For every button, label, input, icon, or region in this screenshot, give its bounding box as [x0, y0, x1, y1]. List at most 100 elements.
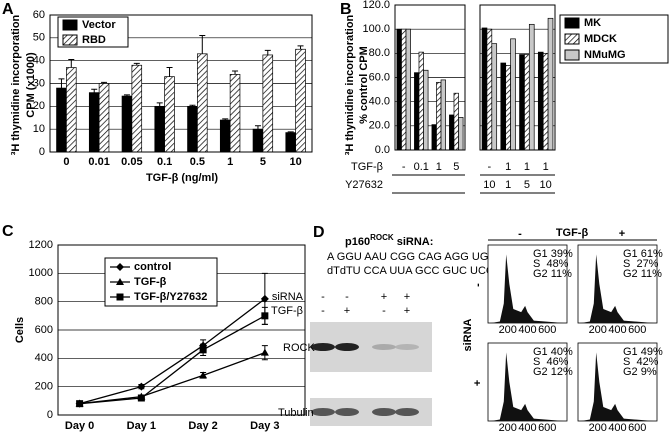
phase-stat: S 48% [533, 258, 569, 270]
legend-swatch [62, 34, 78, 46]
bar [219, 119, 231, 153]
legend-label: MDCK [584, 33, 617, 45]
bar [252, 128, 264, 153]
y-tick-label: 10 [33, 123, 45, 135]
bar [131, 64, 143, 153]
x-tick-label: 0.01 [88, 156, 109, 168]
marker [76, 400, 84, 408]
histogram-frame [577, 342, 658, 422]
column-title: TGF-β [556, 227, 589, 239]
y-axis-label: ³H thymidine incorporation [344, 14, 356, 155]
bar [66, 67, 77, 153]
title-part: p160 [345, 236, 370, 248]
phase-stat: G2 11% [533, 268, 572, 280]
y-tick-label: 40 [33, 55, 45, 67]
phase-stat: G2 12% [533, 366, 573, 378]
x-tick-label: 200 [499, 324, 517, 336]
error-bar [58, 78, 65, 89]
bar [396, 28, 402, 151]
marker [260, 294, 269, 303]
legend-swatch [62, 19, 78, 31]
bar [405, 28, 411, 151]
lane-label: - [345, 291, 349, 303]
x-tick-label: 0.5 [190, 156, 205, 168]
x-tick-label: 600 [628, 422, 646, 434]
bar [414, 72, 420, 151]
bar [458, 117, 464, 151]
legend-swatch [564, 49, 580, 61]
column-label: + [619, 228, 625, 240]
bar [88, 92, 100, 153]
x-axis-label: TGF-β (ng/ml) [146, 172, 218, 184]
bar [56, 87, 67, 153]
x-tick-label: 0.1 [157, 156, 172, 168]
bar [423, 69, 429, 151]
histogram [581, 254, 654, 323]
panel-label: B [340, 1, 352, 18]
plot-frame [394, 4, 466, 151]
bar [440, 79, 446, 151]
plot-frame [479, 4, 556, 151]
bar [547, 17, 554, 151]
lane-label: - [321, 291, 325, 303]
y-axis-label: % control CPM [358, 46, 370, 124]
error-bar [68, 59, 75, 68]
x-tick-label: 5 [453, 161, 459, 173]
phase-stat: S 46% [533, 356, 569, 368]
error-bar [156, 102, 163, 107]
bar [524, 54, 530, 151]
y-axis-label: Cells [14, 317, 26, 343]
x-tick-label: 10 [483, 179, 495, 191]
lane-label: - [321, 305, 325, 317]
bar [285, 132, 296, 153]
legend-label: control [134, 261, 171, 273]
marker [199, 371, 208, 379]
error-bar [166, 67, 173, 77]
x-tick-label: 10 [290, 156, 302, 168]
x-tick-label: 600 [538, 422, 556, 434]
bar [187, 105, 198, 153]
x-tick-label: 1 [524, 161, 530, 173]
error-bar [133, 62, 140, 66]
bar [449, 114, 455, 151]
y-tick-label: 200 [35, 381, 53, 393]
bar [229, 74, 241, 153]
y-tick-label: 120.0 [362, 0, 390, 11]
x-tick-label: 600 [538, 324, 556, 336]
row-label: Y27632 [345, 179, 383, 191]
x-tick-label: 400 [608, 422, 626, 434]
row-label: TGF-β [271, 305, 303, 317]
y-tick-label: 60.0 [369, 71, 390, 83]
x-tick-label: 400 [518, 324, 536, 336]
band [372, 344, 396, 350]
band [372, 408, 396, 416]
phase-stat: G1 39% [533, 248, 573, 260]
band [335, 408, 359, 416]
histogram [581, 352, 654, 421]
x-tick-label: 600 [628, 324, 646, 336]
histogram [491, 254, 564, 323]
x-tick-label: 1 [505, 161, 511, 173]
lane-label: + [404, 305, 410, 317]
marker [137, 382, 146, 391]
x-tick-label: - [402, 161, 406, 173]
band [335, 343, 359, 351]
row-label: TGF-β [351, 161, 383, 173]
y-tick-label: 1000 [29, 267, 53, 279]
line [79, 315, 266, 405]
phase-stat: S 27% [623, 258, 659, 270]
row-label: + [472, 380, 484, 386]
row-label: siRNA [272, 291, 304, 303]
phase-stat: S 42% [623, 356, 659, 368]
row-title: siRNA [462, 318, 474, 351]
panel-label: A [2, 1, 14, 18]
error-bar [91, 88, 98, 93]
error-bar [287, 131, 294, 133]
x-tick-label: 1 [227, 156, 233, 168]
bar [197, 53, 208, 153]
marker [137, 394, 145, 402]
lane-label: + [344, 305, 350, 317]
plot-frame [49, 14, 313, 153]
bar [486, 28, 493, 151]
error-bar [199, 35, 206, 54]
